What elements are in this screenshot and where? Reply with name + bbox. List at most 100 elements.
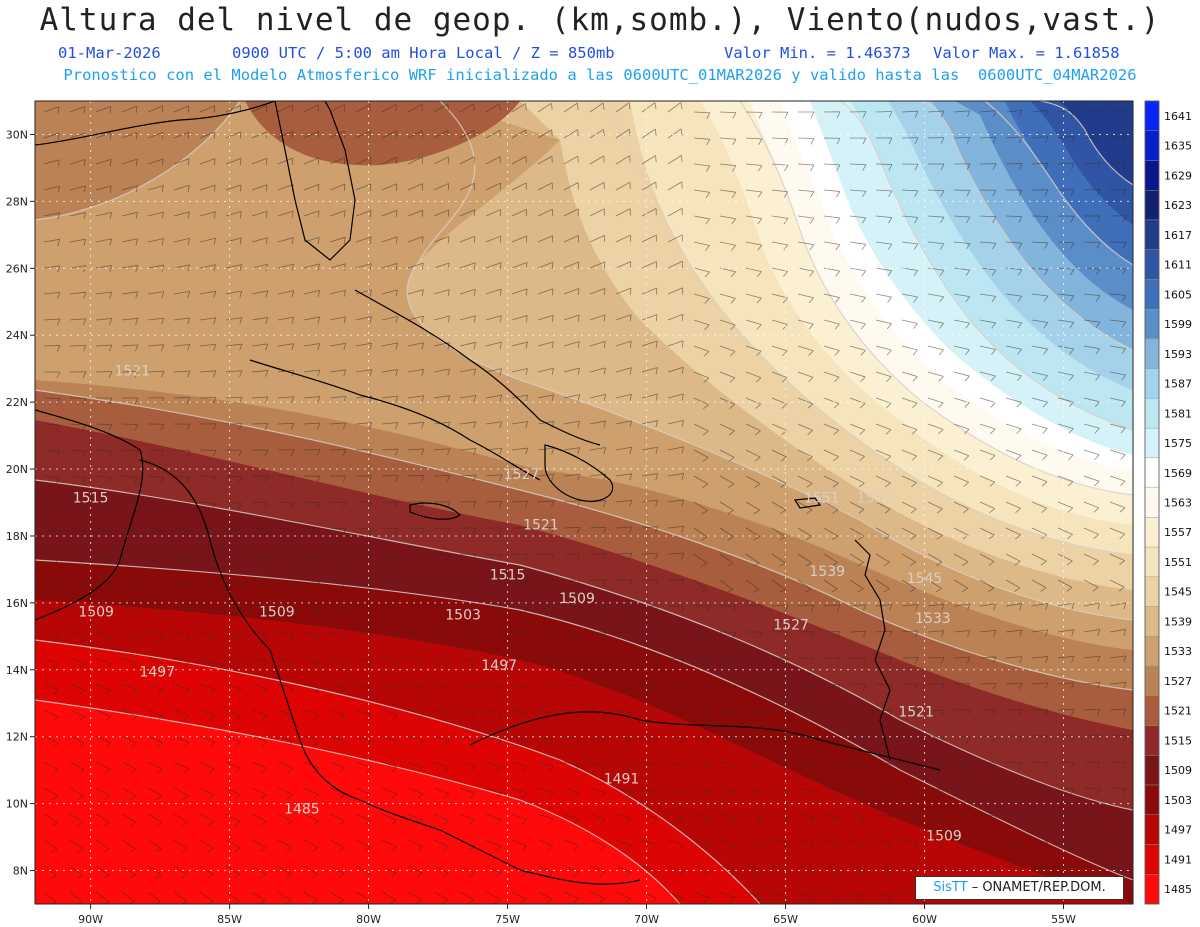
lat-tick-label: 30N xyxy=(6,128,28,141)
contour-label: 1533 xyxy=(915,611,951,627)
colorbar-swatch xyxy=(1144,517,1160,548)
contour-label: 1545 xyxy=(907,571,943,587)
colorbar-label: 1551 xyxy=(1164,556,1192,569)
lat-tick-label: 8N xyxy=(13,865,28,878)
brand-text: SisTT xyxy=(933,880,968,895)
colorbar-swatch xyxy=(1144,606,1160,637)
contour-label: 1509 xyxy=(559,591,595,607)
forecast-time: 0900 UTC / 5:00 am Hora Local / Z = 850m… xyxy=(232,44,615,62)
contour-label: 1521 xyxy=(523,517,559,533)
colorbar-swatch xyxy=(1144,100,1160,131)
contour-label: 1509 xyxy=(78,604,114,620)
colorbar-swatch xyxy=(1144,546,1160,578)
contour-label: 1503 xyxy=(445,608,481,624)
colorbar-label: 1623 xyxy=(1164,199,1192,212)
lat-tick-label: 10N xyxy=(6,798,28,811)
colorbar-label: 1575 xyxy=(1164,437,1192,450)
colorbar-label: 1635 xyxy=(1164,140,1192,153)
colorbar-swatch xyxy=(1144,457,1160,488)
min-value: Valor Min. = 1.46373 xyxy=(724,44,911,62)
contour-label: 1497 xyxy=(139,664,175,680)
colorbar-swatch xyxy=(1144,368,1160,399)
colorbar-swatch xyxy=(1144,249,1160,280)
contour-label: 1491 xyxy=(604,772,640,788)
contour-label: 1515 xyxy=(490,567,526,583)
colorbar-label: 1587 xyxy=(1164,378,1192,391)
colorbar-label: 1545 xyxy=(1164,586,1192,599)
colorbar-swatch xyxy=(1144,487,1160,518)
contour-label: 1527 xyxy=(504,467,540,483)
wind-barbs xyxy=(43,102,1127,904)
lat-tick-label: 18N xyxy=(6,530,28,543)
lon-tick-label: 60W xyxy=(912,913,937,926)
colorbar-label: 1485 xyxy=(1164,883,1192,896)
contour-label: 1509 xyxy=(926,828,962,844)
colorbar-swatch xyxy=(1144,784,1160,815)
header-info-line: 01-Mar-2026 0900 UTC / 5:00 am Hora Loca… xyxy=(0,44,1200,134)
colorbar-swatch xyxy=(1144,636,1160,667)
colorbar-label: 1629 xyxy=(1164,169,1192,182)
map-title: Altura del nivel de geop. (km,somb.), Vi… xyxy=(39,2,1161,38)
contour-label: 1485 xyxy=(284,802,320,818)
colorbar-swatch xyxy=(1144,755,1160,786)
colorbar-swatch xyxy=(1144,190,1160,221)
lon-tick-label: 90W xyxy=(78,913,103,926)
contour-labels: 1521 1527 1521 1515 1515 1551 1557 1539 1545 1527… xyxy=(73,363,962,844)
lon-tick-label: 85W xyxy=(217,913,242,926)
lon-tick-label: 65W xyxy=(773,913,798,926)
contour-label: 1557 xyxy=(857,491,893,507)
colorbar-swatch xyxy=(1144,279,1160,310)
map-field: 1521 1527 1521 1515 1515 1551 1557 1539 1545 1527… xyxy=(35,101,1133,904)
forecast-date: 01-Mar-2026 xyxy=(58,44,161,62)
colorbar-swatch xyxy=(1144,695,1160,726)
lat-tick-label: 24N xyxy=(6,329,28,342)
colorbar-label: 1641 xyxy=(1164,110,1192,123)
axis-ticks: 90W 85W 80W 75W 70W 65W 60W 55W 30N 28N 26N 24N 22N 2… xyxy=(6,128,1076,926)
contour-label: 1527 xyxy=(773,618,809,634)
lat-tick-label: 16N xyxy=(6,597,28,610)
colorbar-label: 1539 xyxy=(1164,615,1192,628)
colorbar-label: 1497 xyxy=(1164,824,1192,837)
lat-tick-label: 20N xyxy=(6,463,28,476)
contour-label: 1497 xyxy=(481,658,517,674)
colorbar-swatch xyxy=(1144,844,1160,875)
colorbar: 1641 1635 1629 1623 1617 1611 1605 1599 1593 1587… xyxy=(1144,100,1192,905)
colorbar-label: 1569 xyxy=(1164,467,1192,480)
org-text: – ONAMET/REP.DOM. xyxy=(967,880,1106,895)
colorbar-label: 1617 xyxy=(1164,229,1192,242)
colorbar-label: 1491 xyxy=(1164,853,1192,866)
max-value: Valor Max. = 1.61858 xyxy=(933,44,1120,62)
colorbar-label: 1581 xyxy=(1164,407,1192,420)
lat-tick-label: 12N xyxy=(6,731,28,744)
colorbar-label: 1515 xyxy=(1164,734,1192,747)
colorbar-swatch xyxy=(1144,308,1160,340)
colorbar-swatch xyxy=(1144,160,1160,191)
lat-tick-label: 14N xyxy=(6,664,28,677)
colorbar-label: 1593 xyxy=(1164,348,1192,361)
colorbar-swatch xyxy=(1144,219,1160,250)
credit-logo: SisTT – ONAMET/REP.DOM. xyxy=(915,876,1124,900)
contour-label: 1551 xyxy=(804,491,840,507)
contour-label: 1509 xyxy=(259,604,295,620)
contour-label: 1521 xyxy=(114,363,150,379)
colorbar-swatch xyxy=(1144,665,1160,697)
colorbar-swatch xyxy=(1144,398,1160,429)
coastlines xyxy=(35,101,941,885)
lon-tick-label: 70W xyxy=(634,913,659,926)
colorbar-swatch xyxy=(1144,874,1160,905)
lat-tick-label: 22N xyxy=(6,396,28,409)
colorbar-label: 1533 xyxy=(1164,645,1192,658)
colorbar-label: 1611 xyxy=(1164,259,1192,272)
lat-tick-label: 26N xyxy=(6,262,28,275)
contour-label: 1539 xyxy=(809,564,845,580)
colorbar-label: 1563 xyxy=(1164,497,1192,510)
colorbar-label: 1527 xyxy=(1164,675,1192,688)
lat-tick-label: 28N xyxy=(6,195,28,208)
map-frame xyxy=(34,100,1134,905)
colorbar-swatch xyxy=(1144,725,1160,756)
colorbar-swatch xyxy=(1144,576,1160,607)
colorbar-swatch xyxy=(1144,814,1160,845)
lon-tick-label: 80W xyxy=(356,913,381,926)
colorbar-label: 1557 xyxy=(1164,526,1192,539)
